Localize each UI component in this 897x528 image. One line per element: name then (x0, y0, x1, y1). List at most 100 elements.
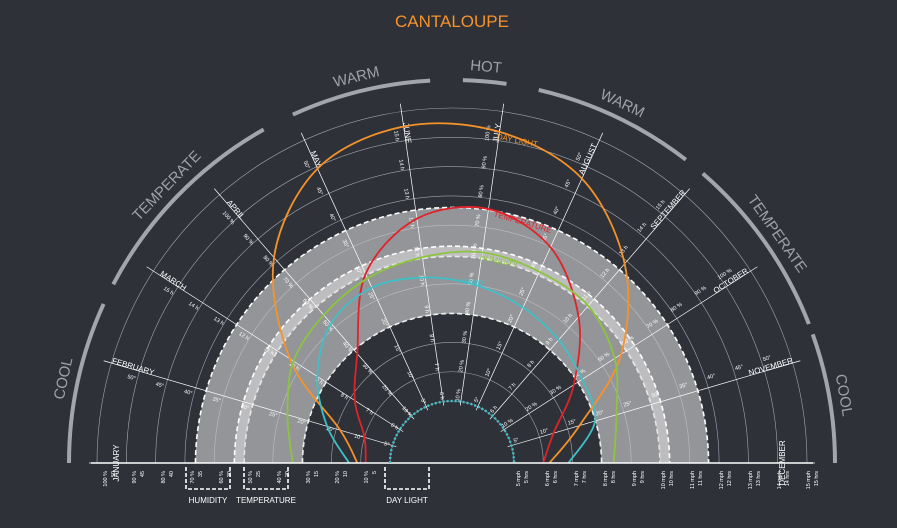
spoke-november (507, 360, 801, 447)
bottom-right-wind: 13 mph (748, 471, 754, 489)
zone-arc (701, 172, 811, 325)
tick-label: 50° (127, 374, 137, 382)
zone-label: TEMPERATE (129, 148, 204, 225)
tick-label: 8 h (526, 359, 536, 369)
bottom-right-wind: 10 mph (661, 471, 667, 489)
spoke-september (489, 188, 690, 420)
tick-label: 20° (507, 314, 516, 324)
bottom-right-day: 8 hrs (611, 471, 617, 483)
tick-label: 45° (155, 382, 165, 390)
tick-label: 50 % (597, 351, 611, 363)
grid-ring (155, 166, 749, 464)
tick-label: 10° (353, 433, 363, 441)
tick-label: 35° (541, 233, 550, 243)
tick-label: 25° (268, 411, 278, 419)
tick-label: 90 % (694, 285, 708, 297)
tick-label: 25° (366, 292, 375, 302)
tick-label: 12 h (600, 267, 612, 279)
tick-label: 70 % (646, 318, 660, 330)
tick-label: 30 % (361, 362, 374, 375)
spoke-july (459, 103, 505, 406)
tick-label: 15° (567, 419, 577, 427)
legend-bracket (384, 467, 430, 490)
grid-ring (126, 137, 778, 464)
tick-label: 30 % (549, 385, 563, 397)
tick-label: 9 h (314, 377, 324, 386)
tick-label: 30° (240, 404, 250, 412)
bottom-left-label: 60 % (219, 471, 225, 484)
tick-label: 5° (419, 398, 427, 405)
tick-label: 15 h (655, 199, 667, 211)
bottom-right-wind: 7 mph (574, 471, 580, 486)
series-temperature (353, 206, 581, 464)
tick-label: 14 h (397, 159, 404, 170)
tick-label: 10° (405, 370, 414, 380)
tick-label: 90 % (481, 156, 489, 169)
tick-label: 11 h (263, 346, 275, 357)
bottom-left-label: 100 % (103, 471, 109, 487)
tick-label: 30° (651, 391, 661, 399)
tick-label: 50° (762, 355, 772, 363)
bottom-right-day: 15 hrs (814, 471, 820, 487)
tick-label: 50° (302, 160, 311, 170)
zone-label: WARM (597, 86, 647, 121)
tick-label: 9 h (545, 337, 555, 347)
tick-label: 20 % (525, 401, 539, 413)
temperature-band (233, 245, 671, 464)
tick-label: 70 % (475, 214, 483, 227)
tick-label: 40° (553, 206, 562, 216)
tick-label: 30° (530, 260, 539, 270)
grid-ring (213, 224, 691, 464)
temperature-band-fill (234, 246, 670, 463)
tick-label: 12 h (237, 331, 249, 342)
tick-label: 5° (513, 437, 520, 444)
tick-label: 6 h (389, 423, 399, 432)
tick-label: 20° (379, 318, 388, 328)
legend-label: TEMPERATURE (236, 496, 296, 505)
tick-label: 90 % (242, 233, 255, 246)
tick-label: 100 % (484, 125, 492, 141)
bottom-right-wind: 5 mph (516, 471, 522, 486)
tick-label: 11 h (581, 290, 592, 302)
grid-ring (243, 254, 661, 464)
bottom-left-label: 10 % (364, 471, 370, 484)
legend-label: DAY LIGHT (386, 496, 428, 505)
bottom-right-day: 5 hrs (524, 471, 530, 483)
legend-label: HUMIDITY (189, 496, 228, 505)
spoke-april (214, 188, 415, 420)
tick-label: 40° (183, 389, 193, 397)
tick-label: 50° (575, 152, 584, 162)
grid-rings (96, 107, 808, 464)
bottom-left-temp: 15 (314, 471, 320, 477)
bottom-left-label: 20 % (335, 471, 341, 484)
tick-label: 11 h (412, 246, 419, 257)
tick-label: 60 % (471, 243, 479, 256)
legend-bracket (185, 467, 231, 490)
grid-ring (331, 342, 573, 464)
bottom-left-temp: 35 (198, 471, 204, 477)
zone-arc (292, 78, 431, 117)
bottom-left-label: 50 % (248, 471, 254, 484)
tick-label: 35° (212, 396, 222, 404)
grid-ring (96, 107, 808, 464)
bottom-right-wind: 6 mph (545, 471, 551, 486)
bottom-left-label: 40 % (277, 471, 283, 484)
spoke-may (300, 132, 429, 411)
tick-label: 10 % (501, 418, 515, 430)
series-label: DAY LIGHT (496, 132, 539, 149)
bottom-left-temp: 40 (169, 471, 175, 477)
bottom-right-wind: 15 mph (806, 471, 812, 489)
bottom-right-day: 10 hrs (669, 471, 675, 487)
zone-arc (810, 333, 837, 464)
tick-label: 7 h (508, 382, 518, 392)
tick-label: 40 % (465, 301, 473, 314)
tick-label: 80 % (670, 302, 684, 314)
bottom-right-wind: 12 mph (719, 471, 725, 489)
bottom-left-temp: 50 (111, 471, 117, 477)
bottom-right-day: 11 hrs (698, 471, 704, 486)
bottom-right-wind: 8 mph (603, 471, 609, 486)
zone-label: COOL (51, 356, 77, 401)
zone-label: HOT (470, 57, 503, 77)
tick-label: 30 % (461, 330, 469, 343)
